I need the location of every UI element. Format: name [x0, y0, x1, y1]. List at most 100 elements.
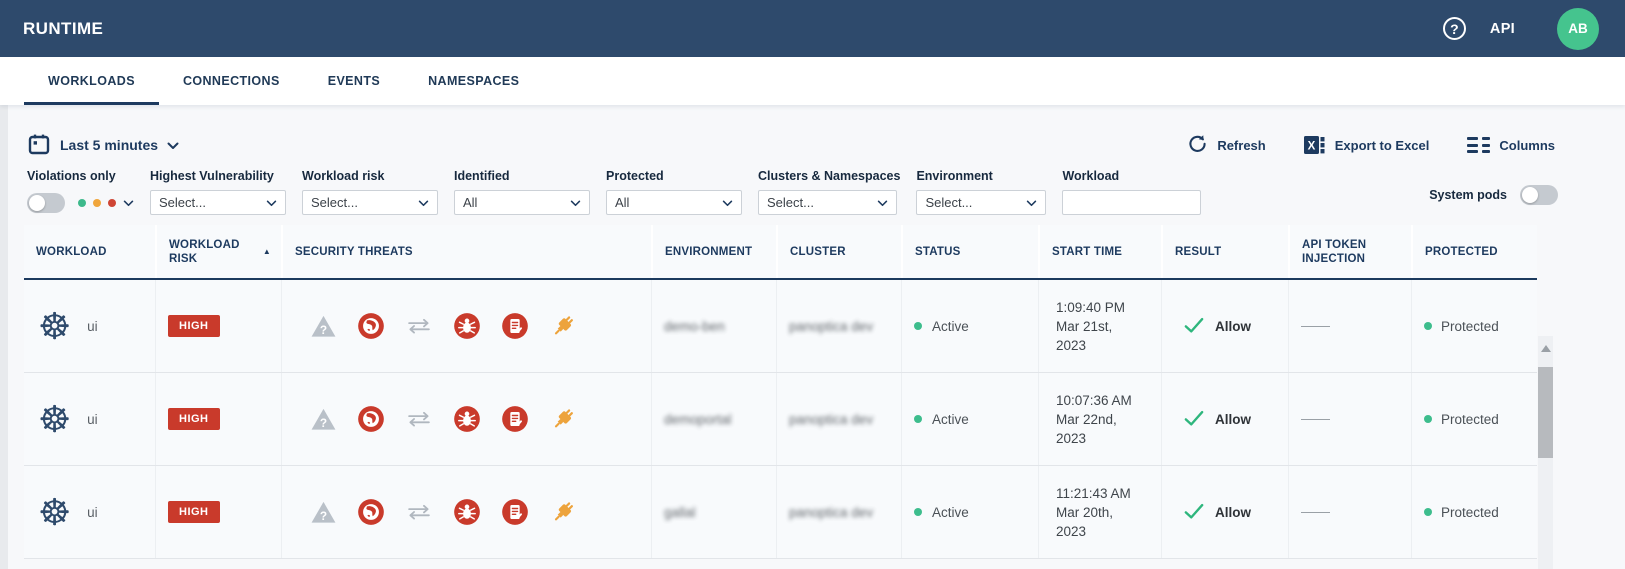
col-header-start-time[interactable]: START TIME	[1038, 225, 1161, 278]
table-row[interactable]: ☸ ui HIGH ?	[24, 280, 1537, 373]
api-token-injection-cell	[1288, 466, 1411, 558]
cluster-value: panoptica dev	[789, 504, 874, 520]
identified-label: Identified	[454, 169, 510, 183]
environment-cell: demoportal	[651, 373, 776, 465]
chevron-down-icon	[266, 195, 277, 210]
help-icon[interactable]: ?	[1442, 17, 1466, 40]
chevron-down-icon	[570, 195, 581, 210]
api-injection-icon[interactable]	[549, 498, 577, 526]
unknown-vulnerability-icon[interactable]: ?	[309, 405, 337, 433]
violations-only-toggle[interactable]	[27, 192, 65, 213]
refresh-button[interactable]: Refresh	[1187, 133, 1266, 157]
policy-violation-icon[interactable]	[501, 312, 529, 340]
violations-only-label: Violations only	[27, 169, 116, 183]
col-header-status[interactable]: STATUS	[901, 225, 1038, 278]
time-range-dropdown[interactable]: Last 5 minutes	[27, 132, 179, 159]
workload-input[interactable]	[1062, 190, 1202, 215]
tab-workloads[interactable]: WORKLOADS	[24, 57, 159, 105]
scrollbar-thumb[interactable]	[1538, 367, 1553, 458]
policy-violation-icon[interactable]	[501, 498, 529, 526]
workload-risk-select[interactable]: Select...	[302, 190, 438, 215]
workload-filter-label: Workload	[1062, 169, 1120, 183]
col-header-protected[interactable]: PROTECTED	[1411, 225, 1537, 278]
workload-risk-cell: HIGH	[155, 466, 281, 558]
protected-cell: Protected	[1411, 373, 1537, 465]
chevron-down-icon	[722, 195, 733, 210]
start-time-line: 11:21:43 AM	[1056, 485, 1131, 501]
status-value: Active	[932, 318, 969, 334]
internet-exposure-icon[interactable]	[357, 498, 385, 526]
unknown-vulnerability-icon[interactable]: ?	[309, 498, 337, 526]
scroll-up-arrow-icon[interactable]	[1540, 345, 1551, 352]
calendar-icon	[27, 132, 51, 159]
sort-ascending-icon: ▲	[262, 246, 271, 256]
chevron-down-icon	[877, 195, 888, 210]
status-cell: Active	[901, 466, 1038, 558]
start-time-line: Mar 21st,	[1056, 318, 1113, 334]
col-header-api-token-injection[interactable]: API TOKEN INJECTION	[1288, 225, 1411, 278]
col-header-security-threats[interactable]: SECURITY THREATS	[281, 225, 651, 278]
start-time-line: 1:09:40 PM	[1056, 299, 1126, 315]
start-time-line: Mar 22nd,	[1056, 411, 1117, 427]
svg-text:?: ?	[319, 415, 326, 429]
policy-violation-icon[interactable]	[501, 405, 529, 433]
kubernetes-helm-icon: ☸	[38, 491, 72, 533]
api-injection-icon[interactable]	[549, 312, 577, 340]
lateral-movement-icon[interactable]	[405, 498, 433, 526]
system-pods-filter: System pods	[1429, 169, 1558, 205]
unknown-vulnerability-icon[interactable]: ?	[309, 312, 337, 340]
system-pods-label: System pods	[1429, 188, 1507, 202]
user-avatar[interactable]: AB	[1557, 7, 1599, 50]
svg-text:?: ?	[319, 508, 326, 522]
start-time-line: Mar 20th,	[1056, 504, 1114, 520]
violations-only-control	[27, 190, 134, 215]
tab-events[interactable]: EVENTS	[327, 74, 381, 88]
result-cell: Allow	[1161, 280, 1288, 372]
protected-status-dot-icon	[1424, 322, 1432, 330]
identified-select[interactable]: All	[454, 190, 590, 215]
col-header-environment[interactable]: ENVIRONMENT	[651, 225, 776, 278]
security-threats-cell: ?	[281, 373, 651, 465]
refresh-icon	[1187, 133, 1208, 157]
table-row[interactable]: ☸ ui HIGH ?	[24, 373, 1537, 466]
severity-chevron-down-icon[interactable]	[123, 194, 134, 212]
api-token-injection-cell	[1288, 373, 1411, 465]
environment-select[interactable]: Select...	[916, 190, 1047, 215]
malware-icon[interactable]	[453, 312, 481, 340]
highest-vulnerability-select[interactable]: Select...	[150, 190, 286, 215]
protected-value: Protected	[1441, 318, 1499, 334]
lateral-movement-icon[interactable]	[405, 312, 433, 340]
malware-icon[interactable]	[453, 405, 481, 433]
environment-label: Environment	[916, 169, 993, 183]
columns-button[interactable]: Columns	[1467, 137, 1555, 153]
internet-exposure-icon[interactable]	[357, 405, 385, 433]
api-injection-icon[interactable]	[549, 405, 577, 433]
col-header-workload-risk[interactable]: WORKLOAD RISK ▲	[155, 225, 281, 278]
tab-connections[interactable]: CONNECTIONS	[182, 74, 280, 88]
table-scrollbar[interactable]	[1538, 336, 1553, 569]
time-range-label: Last 5 minutes	[60, 137, 159, 153]
tab-namespaces[interactable]: NAMESPACES	[428, 74, 520, 88]
environment-value: demo-ben	[664, 318, 725, 334]
api-link[interactable]: API	[1489, 20, 1515, 37]
workload-risk-cell: HIGH	[155, 280, 281, 372]
clusters-namespaces-select[interactable]: Select...	[758, 190, 897, 215]
table-row[interactable]: ☸ ui HIGH ?	[24, 466, 1537, 559]
chevron-down-icon	[167, 137, 179, 153]
export-excel-button[interactable]: X Export to Excel	[1303, 135, 1429, 155]
app-title: RUNTIME	[23, 18, 104, 38]
filter-identified: Identified All	[454, 169, 590, 215]
highest-vulnerability-label: Highest Vulnerability	[150, 169, 274, 183]
internet-exposure-icon[interactable]	[357, 312, 385, 340]
workload-name: ui	[87, 411, 98, 427]
malware-icon[interactable]	[453, 498, 481, 526]
protected-select[interactable]: All	[606, 190, 742, 215]
col-header-result[interactable]: RESULT	[1161, 225, 1288, 278]
system-pods-toggle[interactable]	[1520, 185, 1558, 205]
svg-text:?: ?	[319, 322, 326, 336]
col-header-cluster[interactable]: CLUSTER	[776, 225, 901, 278]
start-time-cell: 11:21:43 AM Mar 20th, 2023	[1038, 466, 1161, 558]
excel-icon: X	[1303, 135, 1326, 155]
col-header-workload[interactable]: WORKLOAD	[24, 225, 155, 278]
lateral-movement-icon[interactable]	[405, 405, 433, 433]
